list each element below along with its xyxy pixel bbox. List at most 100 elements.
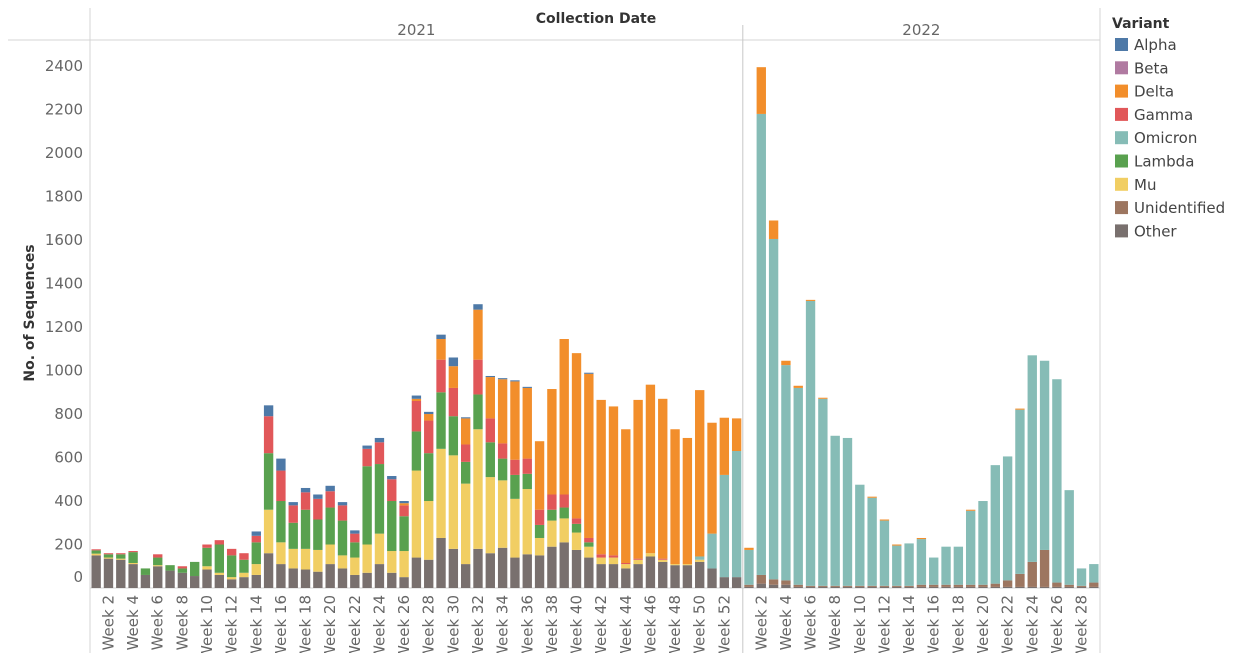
bar-segment	[707, 568, 717, 588]
bar-segment	[731, 451, 742, 578]
bar-segment	[744, 586, 754, 588]
bar-segment	[547, 520, 557, 547]
bar-segment	[571, 353, 582, 519]
x-tick-label: Week 22	[999, 595, 1017, 653]
bar-segment	[153, 554, 163, 558]
bar-segment	[1076, 568, 1087, 586]
bar-segment	[941, 546, 951, 585]
bar-segment	[842, 585, 853, 587]
y-tick-label: 2200	[45, 101, 83, 119]
bar-segment	[411, 431, 422, 471]
y-tick-label: 1400	[45, 275, 83, 293]
bar-segment	[584, 557, 594, 588]
bar-segment	[892, 545, 902, 586]
bar-segment	[263, 453, 274, 510]
bar-segment	[251, 564, 261, 575]
bar-segment	[584, 537, 594, 543]
bar-segment	[153, 557, 163, 566]
bar-segment	[781, 360, 791, 366]
bar-segment	[879, 586, 890, 588]
bar-segment	[436, 448, 446, 538]
bar-segment	[916, 537, 927, 540]
bar-segment	[226, 548, 237, 556]
bar-segment	[547, 509, 557, 521]
bar-segment	[990, 583, 1000, 587]
bar-segment	[288, 505, 298, 523]
bar-segment	[855, 585, 865, 587]
bar-segment	[214, 544, 225, 573]
bar-segment	[892, 585, 902, 587]
bar-segment	[633, 559, 643, 565]
bar-segment	[251, 574, 261, 588]
y-tick-label: 1200	[45, 318, 83, 336]
bar-segment	[177, 568, 188, 573]
bar-segment	[288, 548, 298, 569]
bar-segment	[965, 509, 976, 511]
bar-segment	[916, 539, 927, 585]
bar-segment	[202, 566, 212, 570]
bar-segment	[387, 476, 397, 480]
bar-segment	[510, 498, 520, 558]
bar-segment	[830, 585, 840, 587]
bar-segment	[781, 365, 791, 581]
bar-segment	[337, 502, 348, 506]
x-tick-label: Week 20	[974, 595, 992, 653]
bar-segment	[424, 411, 434, 415]
bar-segment	[608, 555, 619, 558]
bar-segment	[350, 533, 360, 543]
bar-segment	[904, 586, 914, 588]
bar-segment	[805, 300, 816, 586]
bar-segment	[534, 441, 545, 510]
bar-segment	[719, 474, 730, 578]
bar-segment	[251, 535, 261, 543]
bar-segment	[473, 309, 483, 360]
x-tick-label: Week 14	[247, 595, 265, 653]
bar-segment	[596, 564, 606, 588]
bar-segment	[534, 509, 545, 525]
bar-segment	[411, 398, 422, 401]
bar-segment	[448, 416, 459, 456]
legend-label: Unidentified	[1134, 199, 1225, 217]
bar-segment	[91, 555, 101, 588]
panel-label: 2022	[902, 21, 940, 39]
bar-segment	[904, 585, 914, 587]
x-tick-label: Week 24	[1023, 595, 1041, 653]
bar-segment	[497, 379, 508, 444]
bar-segment	[571, 532, 582, 550]
bar-segment	[929, 557, 939, 585]
bar-segment	[781, 584, 791, 588]
bar-segment	[1015, 586, 1025, 588]
x-tick-label: Week 22	[346, 595, 364, 653]
legend-swatch	[1115, 201, 1128, 215]
bar-segment	[855, 484, 865, 586]
bar-segment	[645, 384, 656, 554]
bar-segment	[941, 584, 951, 587]
x-tick-label: Week 10	[198, 595, 216, 653]
legend-swatch	[1115, 38, 1128, 51]
bar-segment	[288, 502, 298, 506]
bar-segment	[522, 458, 532, 474]
bar-segment	[202, 544, 212, 548]
y-tick-label: 1000	[45, 362, 83, 380]
bar-segment	[522, 387, 532, 459]
bar-segment	[128, 562, 138, 565]
bar-segment	[990, 586, 1000, 588]
bar-segment	[460, 564, 471, 588]
bar-segment	[608, 564, 619, 588]
legend-label: Beta	[1134, 59, 1169, 77]
bar-segment	[362, 466, 372, 545]
bar-segment	[1015, 409, 1025, 574]
bar-segment	[645, 556, 656, 588]
bar-segment	[325, 544, 335, 565]
bar-segment	[1039, 549, 1050, 587]
bar-segment	[239, 577, 249, 588]
bar-segment	[953, 546, 964, 585]
bar-segment	[424, 420, 434, 454]
bar-segment	[374, 437, 385, 443]
bar-segment	[510, 381, 520, 460]
bar-segment	[793, 385, 803, 388]
bar-segment	[744, 547, 754, 550]
x-tick-label: Week 24	[370, 595, 388, 653]
bar-segment	[374, 533, 385, 565]
bar-segment	[116, 553, 126, 555]
